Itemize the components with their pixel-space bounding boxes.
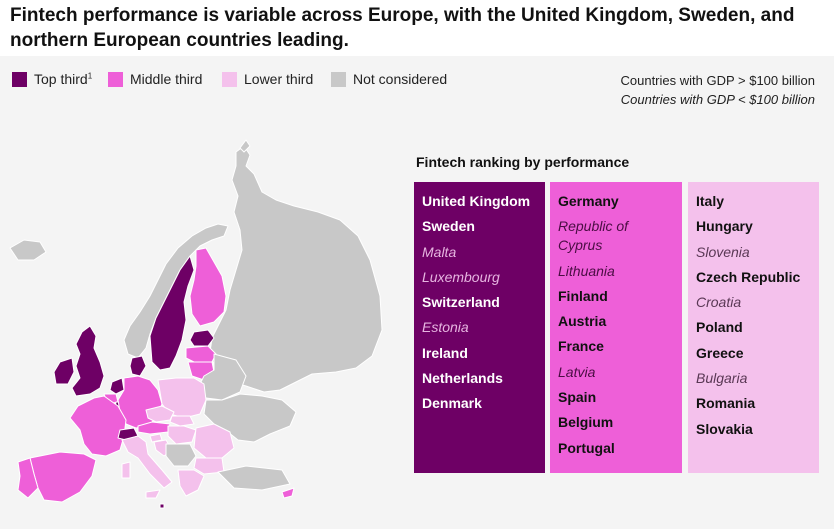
map-region-slovenia: [149, 433, 163, 443]
country-entry: Italy: [696, 193, 725, 209]
gdp-note-small: Countries with GDP < $100 billion: [620, 92, 815, 107]
country-entry: Germany: [558, 193, 619, 209]
map-region-hungary: [167, 425, 197, 445]
map-region-uk: [71, 325, 105, 397]
map-region-belarus: [199, 353, 247, 401]
map-region-estonia: [189, 329, 215, 347]
map-region-czech: [145, 405, 175, 423]
map-region-sardinia: [121, 461, 131, 479]
map-region-cyprus: [281, 487, 295, 499]
country-entry: Republic of Cyprus: [558, 218, 629, 254]
country-entry: Croatia: [696, 294, 742, 311]
legend-swatch-middle-third: [108, 71, 123, 87]
country-entry: United Kingdom: [422, 193, 531, 209]
country-entry: Spain: [558, 389, 597, 406]
legend-item-not-considered: Not considered: [331, 71, 447, 87]
map-region-malta: [159, 503, 165, 509]
legend-swatch-top-third: [12, 71, 27, 87]
legend-swatch-lower-third: [222, 71, 237, 87]
country-entry: Finland: [558, 287, 608, 304]
legend-label-top-third: Top third: [34, 71, 88, 87]
country-entry: Bulgaria: [696, 370, 748, 387]
map-region-spain: [29, 451, 97, 503]
map-region-russia: [209, 145, 383, 393]
europe-map: [9, 139, 383, 509]
map-region-turkey: [217, 465, 291, 491]
legend-footnote-marker: 1: [87, 71, 93, 81]
ranking-column-middle-third: Germany Republic of Cyprus Lithuania Finland…: [550, 182, 682, 473]
country-entry: Switzerland: [422, 294, 500, 311]
country-entry: France: [558, 338, 604, 355]
country-entry: Latvia: [558, 363, 596, 380]
map-region-bulgaria: [193, 457, 225, 475]
map-region-iceland: [9, 239, 47, 261]
ranking-column-top-third: United Kingdom Sweden Malta Luxembourg Switz…: [414, 182, 545, 473]
country-entry: Lithuania: [558, 262, 615, 279]
map-region-greece: [177, 469, 205, 497]
title-band: [0, 0, 834, 56]
legend-label-lower-third: Lower third: [244, 71, 314, 87]
map-region-ireland: [53, 357, 75, 385]
legend-swatch-not-considered: [331, 71, 346, 87]
country-entry: Hungary: [696, 218, 753, 235]
map-region-denmark: [129, 355, 147, 377]
country-entry: Ireland: [422, 344, 468, 361]
country-entry: Czech Republic: [696, 268, 801, 285]
country-entry: Slovenia: [696, 243, 750, 260]
country-entry: Luxembourg: [422, 268, 500, 285]
legend-item-lower-third: Lower third: [222, 71, 313, 87]
map-region-balkans: [165, 443, 197, 467]
gdp-note-large: Countries with GDP > $100 billion: [620, 73, 815, 88]
country-entry: Greece: [696, 344, 744, 361]
country-entry: Belgium: [558, 414, 614, 431]
page-title: Fintech performance is variable across E…: [10, 5, 795, 51]
country-entry: Slovakia: [696, 420, 753, 437]
legend-label-not-considered: Not considered: [353, 71, 448, 87]
map-region-slovakia: [169, 415, 195, 427]
country-entry: Portugal: [558, 439, 615, 456]
map-region-netherlands: [109, 377, 125, 395]
map-region-romania: [193, 423, 235, 459]
map-region-italy: [121, 435, 173, 489]
country-entry: Malta: [422, 243, 457, 260]
country-entry: Denmark: [422, 395, 482, 412]
country-entry: Netherlands: [422, 370, 503, 387]
country-entry: Romania: [696, 395, 756, 412]
country-entry: Estonia: [422, 319, 469, 336]
map-region-russia-north: [239, 139, 251, 153]
country-entry: Austria: [558, 313, 607, 330]
country-entry: Poland: [696, 319, 743, 336]
ranking-column-lower-third: Italy Hungary Slovenia Czech Republic Croati…: [688, 182, 819, 473]
legend-label-middle-third: Middle third: [130, 71, 203, 87]
map-region-sicily: [145, 489, 161, 499]
legend-item-top-third: Top third1: [12, 71, 92, 87]
ranking-title: Fintech ranking by performance: [416, 154, 630, 170]
country-entry: Sweden: [422, 218, 475, 235]
map-region-finland: [189, 247, 227, 327]
legend-item-middle-third: Middle third: [108, 71, 202, 87]
map-region-portugal: [17, 457, 39, 499]
gdp-note: Countries with GDP > $100 billion Countr…: [620, 71, 815, 109]
map-region-sweden: [149, 255, 195, 371]
map-region-france: [69, 395, 127, 457]
